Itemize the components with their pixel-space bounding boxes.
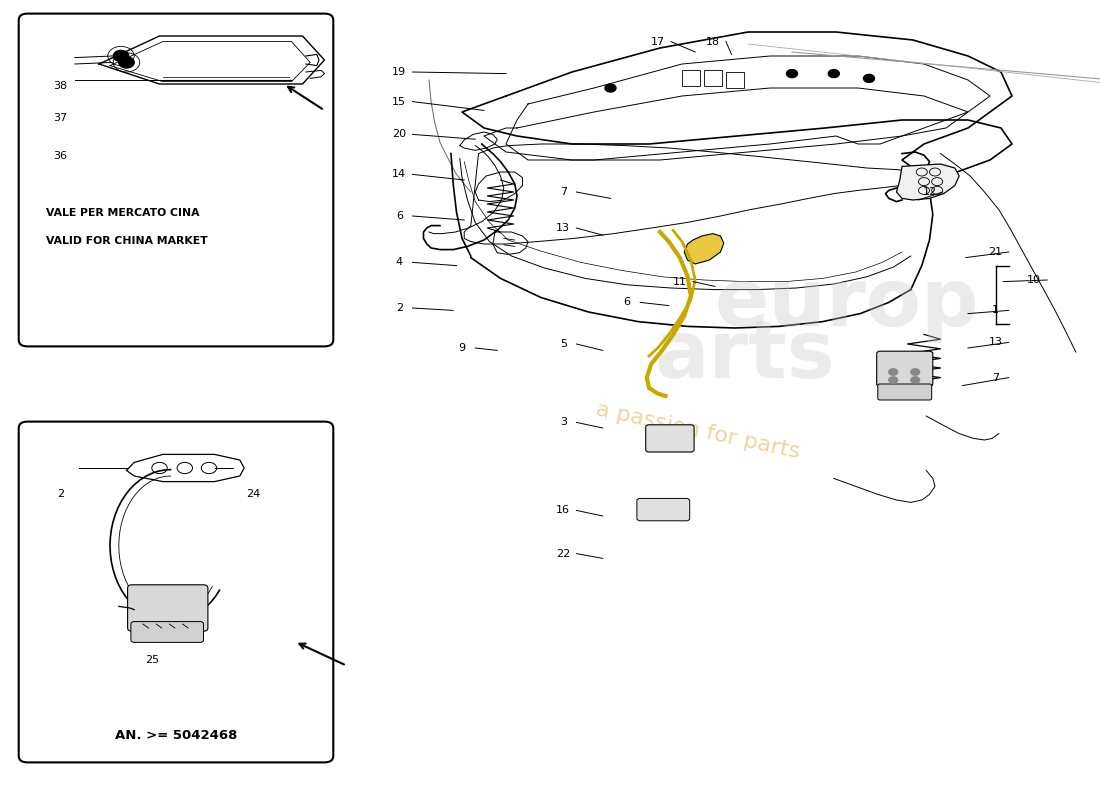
Polygon shape — [896, 164, 959, 200]
FancyBboxPatch shape — [131, 622, 204, 642]
Text: 1: 1 — [992, 306, 999, 315]
Bar — [726, 72, 744, 88]
Text: 9: 9 — [459, 343, 465, 353]
Circle shape — [605, 84, 616, 92]
Text: 19: 19 — [393, 67, 406, 77]
Text: 2: 2 — [396, 303, 403, 313]
Text: 2: 2 — [57, 490, 64, 499]
FancyBboxPatch shape — [878, 384, 932, 400]
Text: a passion for parts: a passion for parts — [594, 399, 802, 462]
Circle shape — [113, 50, 129, 62]
Text: 7: 7 — [992, 373, 999, 382]
Text: 4: 4 — [396, 258, 403, 267]
Text: 20: 20 — [393, 130, 406, 139]
Text: 37: 37 — [53, 114, 67, 123]
Text: 25: 25 — [145, 655, 158, 665]
Text: 13: 13 — [989, 338, 1002, 347]
Text: europ: europ — [715, 265, 980, 343]
FancyBboxPatch shape — [19, 422, 333, 762]
FancyBboxPatch shape — [646, 425, 694, 452]
FancyBboxPatch shape — [128, 585, 208, 631]
Text: 13: 13 — [557, 223, 570, 233]
FancyBboxPatch shape — [877, 351, 933, 386]
Text: 36: 36 — [53, 151, 67, 161]
Text: 38: 38 — [53, 82, 67, 91]
Text: 11: 11 — [673, 277, 686, 286]
Circle shape — [119, 57, 134, 68]
Text: 12: 12 — [923, 187, 936, 197]
Text: AN. >= 5042468: AN. >= 5042468 — [114, 729, 238, 742]
Circle shape — [889, 369, 898, 375]
Circle shape — [864, 74, 874, 82]
Text: arts: arts — [654, 317, 835, 395]
Text: 14: 14 — [393, 170, 406, 179]
Polygon shape — [684, 234, 724, 264]
Text: 5: 5 — [560, 339, 566, 349]
Circle shape — [911, 377, 920, 383]
Bar — [704, 70, 722, 86]
Text: 10: 10 — [1027, 275, 1041, 285]
FancyBboxPatch shape — [637, 498, 690, 521]
Text: 18: 18 — [706, 37, 719, 46]
Bar — [682, 70, 700, 86]
FancyBboxPatch shape — [19, 14, 333, 346]
Text: 15: 15 — [393, 97, 406, 106]
Text: 24: 24 — [246, 490, 260, 499]
Text: 7: 7 — [560, 187, 566, 197]
Text: 21: 21 — [989, 247, 1002, 257]
Text: 16: 16 — [557, 506, 570, 515]
Text: 6: 6 — [624, 298, 630, 307]
Circle shape — [786, 70, 798, 78]
Circle shape — [889, 377, 898, 383]
Text: 17: 17 — [651, 37, 664, 46]
Text: 3: 3 — [560, 418, 566, 427]
Text: VALID FOR CHINA MARKET: VALID FOR CHINA MARKET — [46, 236, 208, 246]
Text: 22: 22 — [557, 549, 570, 558]
Text: VALE PER MERCATO CINA: VALE PER MERCATO CINA — [46, 208, 200, 218]
Circle shape — [828, 70, 839, 78]
Circle shape — [911, 369, 920, 375]
Text: 6: 6 — [396, 211, 403, 221]
